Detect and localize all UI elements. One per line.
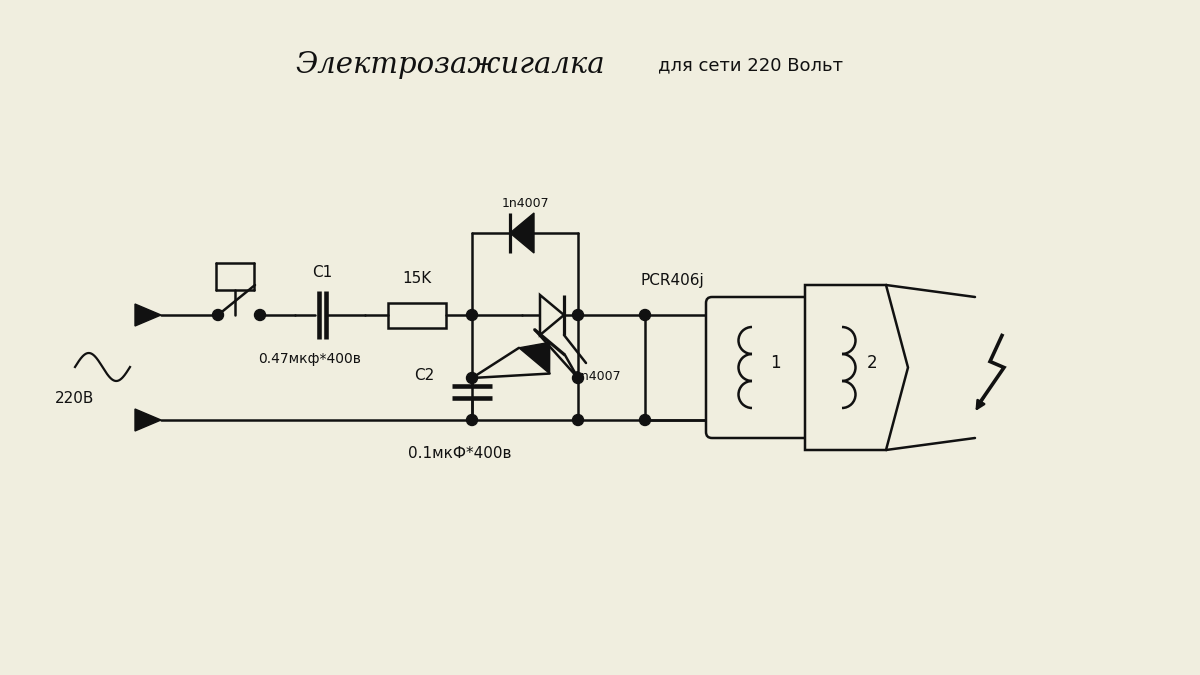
Circle shape	[572, 310, 583, 321]
Text: 220В: 220В	[55, 391, 95, 406]
FancyBboxPatch shape	[706, 297, 811, 438]
Polygon shape	[805, 285, 908, 450]
Circle shape	[254, 310, 265, 321]
Circle shape	[640, 414, 650, 425]
Circle shape	[212, 310, 223, 321]
Text: 1n4007: 1n4007	[574, 369, 620, 383]
Text: C1: C1	[312, 265, 332, 280]
Text: 0.1мкФ*400в: 0.1мкФ*400в	[408, 446, 511, 461]
Text: C2: C2	[414, 368, 434, 383]
Circle shape	[467, 414, 478, 425]
Circle shape	[572, 414, 583, 425]
Circle shape	[572, 373, 583, 383]
Polygon shape	[540, 295, 564, 335]
Circle shape	[467, 310, 478, 321]
Text: 1n4007: 1n4007	[502, 197, 548, 210]
Text: для сети 220 Вольт: для сети 220 Вольт	[658, 56, 842, 74]
Polygon shape	[134, 409, 161, 431]
Text: 0.47мкф*400в: 0.47мкф*400в	[258, 352, 361, 366]
Text: 15K: 15K	[402, 271, 432, 286]
Text: 2: 2	[866, 354, 877, 371]
Polygon shape	[518, 342, 550, 373]
Text: Электрозажигалка: Электрозажигалка	[295, 51, 605, 79]
Polygon shape	[134, 304, 161, 326]
FancyBboxPatch shape	[388, 302, 446, 327]
Text: 1: 1	[769, 354, 780, 371]
Circle shape	[640, 310, 650, 321]
Text: PCR406j: PCR406j	[640, 273, 704, 288]
Circle shape	[467, 373, 478, 383]
Polygon shape	[510, 213, 534, 253]
